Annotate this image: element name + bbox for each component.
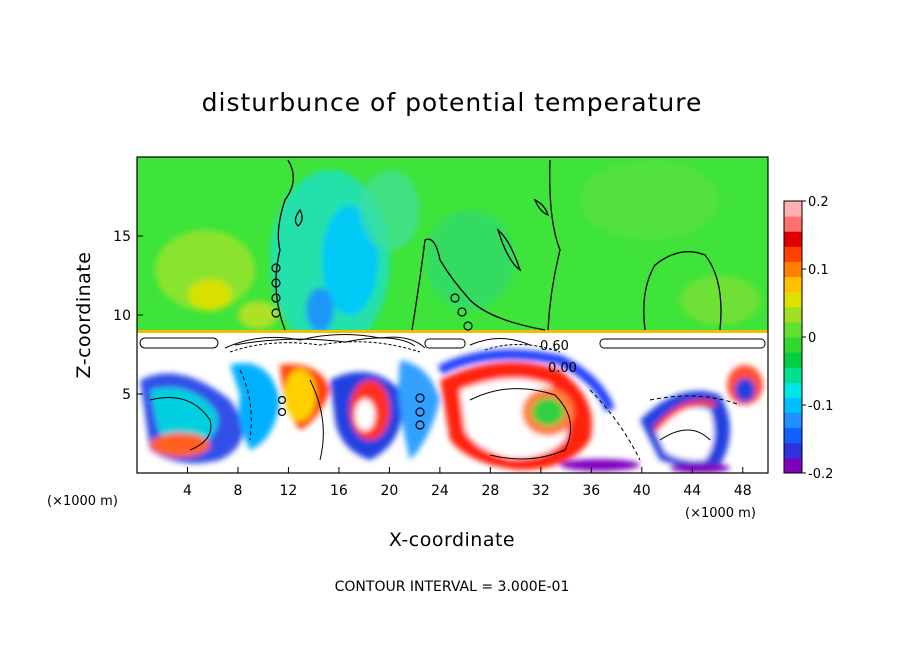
- x-tick-label-8: 36: [582, 483, 600, 499]
- x-unit-left: (×1000 m): [47, 494, 118, 509]
- colorbar-segment-2: [784, 427, 802, 444]
- colorbar-segment-10: [784, 306, 802, 323]
- x-tick-label-1: 8: [233, 483, 242, 499]
- contour-interval-note: CONTOUR INTERVAL = 3.000E-01: [335, 579, 570, 595]
- colorbar-segment-4: [784, 397, 802, 414]
- inversion-contours: [139, 333, 766, 353]
- colorbar-segment-6: [784, 367, 802, 383]
- colorbar-segment-3: [784, 412, 802, 429]
- y-axis: 5 10 15: [113, 229, 143, 403]
- x-axis-title: X-coordinate: [389, 529, 515, 551]
- inversion-band: [137, 333, 768, 353]
- colorbar: -0.2 -0.1 0 0.1 0.2: [784, 195, 833, 482]
- y-tick-label-2: 15: [113, 229, 131, 245]
- colorbar-segment-16: [784, 216, 802, 232]
- colorbar-segment-17: [784, 201, 802, 217]
- colorbar-segment-11: [784, 291, 802, 308]
- x-tick-label-3: 16: [330, 483, 348, 499]
- y-tick-label-1: 10: [113, 308, 131, 324]
- zero-contour-chain: [271, 263, 473, 430]
- x-tick-label-5: 24: [431, 483, 449, 499]
- contour-label-1: 0.00: [548, 361, 577, 376]
- colorbar-segment-12: [784, 276, 802, 293]
- upper-field-variations: [155, 160, 760, 350]
- x-tick-label-11: 48: [734, 483, 752, 499]
- colorbar-segment-15: [784, 231, 802, 247]
- colorbar-tick-label-0: -0.2: [808, 467, 833, 482]
- contour-label-0: 0.60: [540, 339, 569, 354]
- x-tick-label-6: 28: [481, 483, 499, 499]
- inversion-strip: [137, 330, 768, 333]
- x-tick-label-7: 32: [532, 483, 550, 499]
- chart-title: disturbunce of potential temperature: [202, 88, 703, 117]
- colorbar-segment-9: [784, 321, 802, 338]
- colorbar-segment-8: [784, 337, 802, 353]
- colorbar-segment-14: [784, 246, 802, 262]
- colorbar-frame: [783, 200, 803, 474]
- colorbar-segment-7: [784, 352, 802, 368]
- x-tick-label-4: 20: [380, 483, 398, 499]
- lower-contours: [149, 369, 741, 461]
- colorbar-tick-label-3: 0.1: [808, 263, 829, 278]
- lower-field-blobs: [140, 349, 763, 473]
- y-tick-label-0: 5: [122, 387, 131, 403]
- x-axis: 4 8 12 16 20 24 28 32 36 40 44 48: [183, 467, 752, 499]
- colorbar-segment-5: [784, 382, 802, 398]
- colorbar-tick-label-2: 0: [808, 331, 816, 346]
- colorbar-segment-13: [784, 261, 802, 278]
- colorbar-tick-label-1: -0.1: [808, 399, 833, 414]
- x-tick-label-10: 44: [683, 483, 701, 499]
- x-tick-label-0: 4: [183, 483, 192, 499]
- y-axis-title: Z-coordinate: [73, 252, 95, 379]
- upper-contours: [275, 159, 722, 331]
- plot-area: 0.60 0.00: [137, 157, 768, 473]
- colorbar-tick-label-4: 0.2: [808, 195, 829, 210]
- colorbar-segment-1: [784, 442, 802, 459]
- x-tick-label-2: 12: [280, 483, 298, 499]
- colorbar-segment-0: [784, 457, 802, 474]
- x-tick-label-9: 40: [633, 483, 651, 499]
- x-unit-right: (×1000 m): [685, 506, 756, 521]
